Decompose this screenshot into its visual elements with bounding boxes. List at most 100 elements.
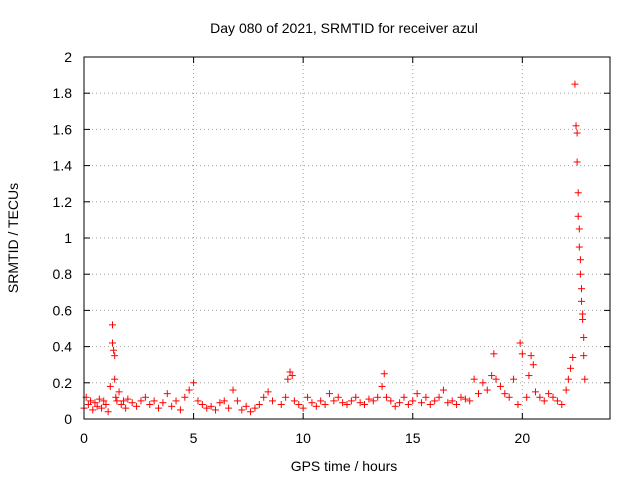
data-point <box>574 212 582 220</box>
data-point <box>567 364 575 372</box>
data-point <box>163 390 171 398</box>
data-point <box>461 395 469 403</box>
data-point <box>518 350 526 358</box>
data-point <box>111 375 119 383</box>
data-point <box>571 80 579 88</box>
data-point <box>572 122 580 130</box>
data-point <box>380 370 388 378</box>
data-point <box>579 315 587 323</box>
data-point <box>212 406 219 414</box>
data-point <box>365 395 373 403</box>
data-point <box>93 402 101 410</box>
data-point <box>260 393 268 401</box>
data-point <box>242 402 250 410</box>
y-tick-label: 1.8 <box>53 85 73 101</box>
data-point <box>479 379 487 387</box>
data-point <box>264 388 272 396</box>
data-point <box>514 401 522 409</box>
data-point <box>216 399 224 407</box>
data-point <box>282 393 290 401</box>
y-tick-label: 1 <box>64 230 72 246</box>
data-point <box>435 393 443 401</box>
data-point <box>185 386 193 394</box>
data-point <box>330 397 338 405</box>
data-point <box>308 399 316 407</box>
data-point <box>181 393 189 401</box>
data-point <box>483 386 491 394</box>
data-point <box>492 375 500 383</box>
x-tick-label: 0 <box>80 430 88 446</box>
data-point <box>176 406 184 414</box>
plot-frame <box>83 56 611 420</box>
data-point <box>95 395 103 403</box>
data-point <box>268 397 276 405</box>
data-point <box>113 397 121 405</box>
data-point <box>501 390 509 398</box>
data-point <box>466 397 474 405</box>
data-point <box>321 401 329 409</box>
data-point <box>312 402 320 410</box>
data-point <box>444 399 452 407</box>
y-tick-label: 0.2 <box>53 375 73 391</box>
data-point <box>133 402 141 410</box>
data-point <box>574 189 582 197</box>
data-point <box>124 395 132 403</box>
data-point <box>112 393 120 401</box>
data-point <box>369 397 377 405</box>
data-point <box>334 393 342 401</box>
y-tick-label: 1.4 <box>53 158 73 174</box>
data-point <box>576 270 584 278</box>
data-point <box>448 397 456 405</box>
data-point <box>527 352 535 360</box>
data-point <box>573 158 581 166</box>
data-point <box>198 401 206 409</box>
data-point <box>505 393 513 401</box>
data-point <box>418 399 426 407</box>
data-point <box>529 361 537 369</box>
chart-title: Day 080 of 2021, SRMTID for receiver azu… <box>210 20 478 36</box>
data-point <box>575 225 583 233</box>
x-tick-labels: 0 5 10 15 20 <box>80 430 530 446</box>
data-point <box>549 393 557 401</box>
data-point <box>100 397 108 405</box>
data-point <box>98 404 106 412</box>
y-tick-labels: 0 0.2 0.4 0.6 0.8 1 1.2 1.4 1.6 1.8 2 <box>53 49 73 427</box>
data-point <box>545 390 553 398</box>
data-point <box>580 334 588 342</box>
data-point <box>295 401 303 409</box>
data-point <box>87 397 95 405</box>
data-point <box>490 350 498 358</box>
data-point <box>525 372 533 380</box>
data-point <box>128 399 136 407</box>
data-point <box>106 382 114 390</box>
data-point <box>290 397 298 405</box>
data-point <box>470 375 478 383</box>
data-point <box>378 382 386 390</box>
data-point <box>576 256 584 264</box>
data-point <box>89 406 97 414</box>
data-point <box>510 375 518 383</box>
data-point <box>299 404 307 412</box>
data-point <box>352 393 360 401</box>
data-point <box>396 399 404 407</box>
data-point <box>413 390 421 398</box>
y-tick-label: 2 <box>64 49 72 65</box>
data-point <box>233 397 241 405</box>
data-point <box>251 404 259 412</box>
data-point <box>581 375 589 383</box>
data-point <box>84 401 92 409</box>
data-point <box>108 321 116 329</box>
data-point <box>580 352 588 360</box>
data-point <box>220 397 228 405</box>
data-point <box>102 401 110 409</box>
data-point <box>155 404 163 412</box>
data-point <box>110 346 118 354</box>
data-point <box>523 393 531 401</box>
data-point <box>374 393 382 401</box>
data-point <box>104 408 112 416</box>
data-point <box>573 129 581 137</box>
data-point <box>159 399 167 407</box>
data-point <box>356 399 364 407</box>
data-point <box>569 353 577 361</box>
